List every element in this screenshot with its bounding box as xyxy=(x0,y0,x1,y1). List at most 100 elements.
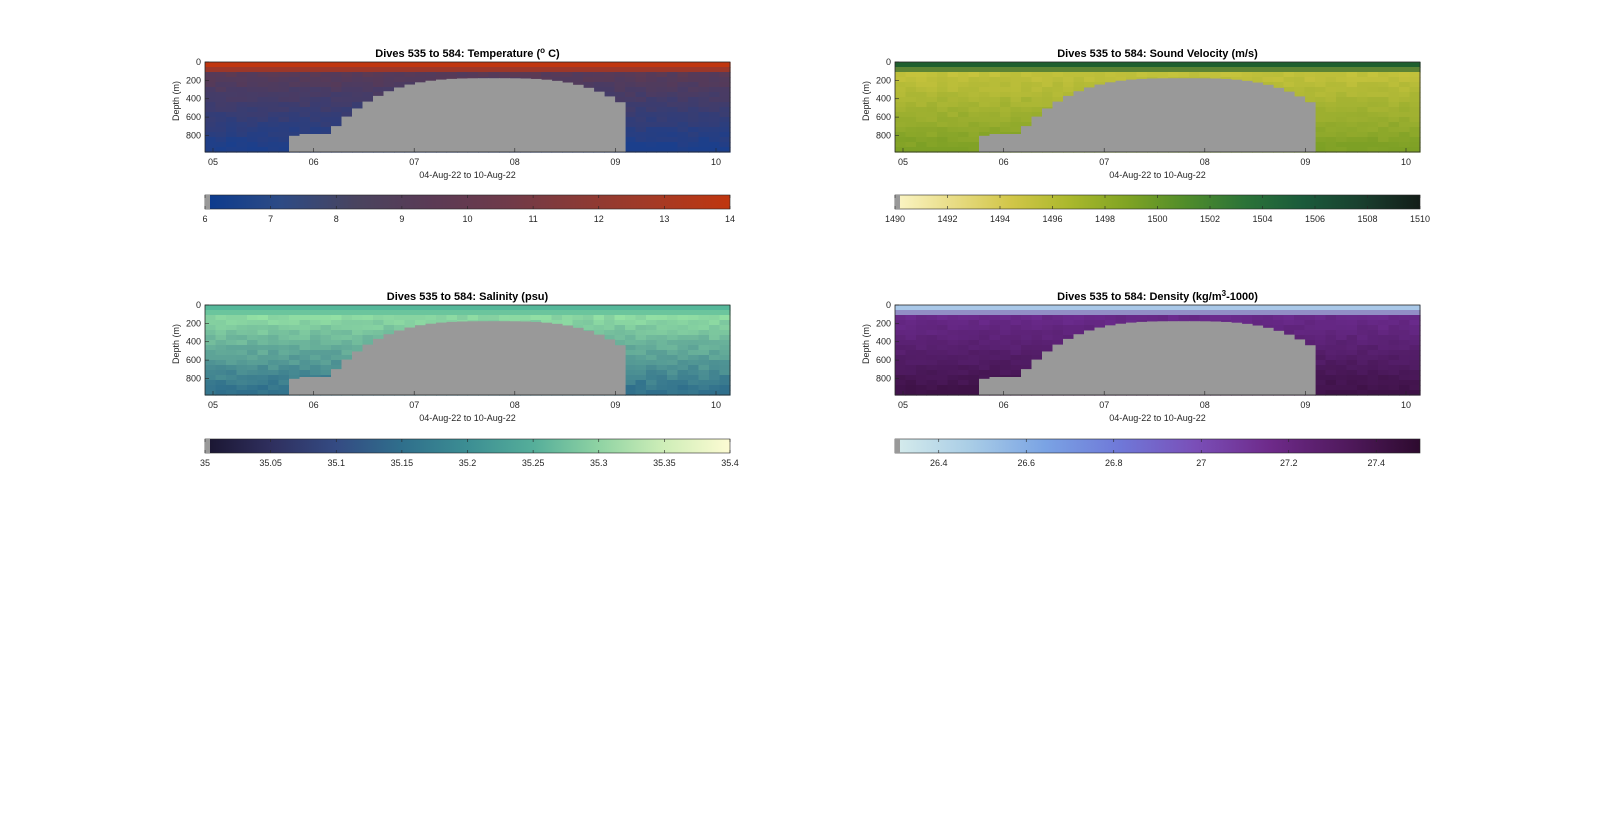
heatmap-cell xyxy=(1367,117,1379,123)
heatmap-cell xyxy=(916,72,928,78)
heatmap-cell xyxy=(446,72,458,78)
heatmap-cell xyxy=(958,97,970,103)
heatmap-cell xyxy=(937,87,949,93)
seafloor-block xyxy=(352,108,364,152)
heatmap-cell xyxy=(1084,82,1096,88)
heatmap-cell xyxy=(968,132,980,138)
heatmap-cell xyxy=(1231,310,1243,316)
heatmap-cell xyxy=(205,102,217,108)
heatmap-cell xyxy=(1021,325,1033,331)
heatmap-cell xyxy=(310,67,322,73)
heatmap-cell xyxy=(205,132,217,138)
heatmap-cell xyxy=(1325,380,1337,386)
heatmap-cell xyxy=(299,345,311,351)
heatmap-cell xyxy=(373,62,385,68)
heatmap-cell xyxy=(916,112,928,118)
heatmap-cell xyxy=(583,82,595,88)
heatmap-cell xyxy=(656,375,668,381)
heatmap-cell xyxy=(1147,310,1159,316)
heatmap-cell xyxy=(1126,305,1138,311)
heatmap-cell xyxy=(698,82,710,88)
heatmap-cell xyxy=(968,355,980,361)
heatmap-cell xyxy=(958,335,970,341)
heatmap-cell xyxy=(1262,62,1274,68)
heatmap-cell xyxy=(278,87,290,93)
heatmap-cell xyxy=(937,310,949,316)
heatmap-cell xyxy=(1294,72,1306,78)
heatmap-cell xyxy=(205,107,217,113)
heatmap-cell xyxy=(1021,340,1033,346)
heatmap-cell xyxy=(1304,305,1316,311)
heatmap-cell xyxy=(656,305,668,311)
heatmap-cell xyxy=(635,385,647,391)
chart-panel-3: Dives 535 to 584: Density (kg/m3-1000)02… xyxy=(861,289,1421,468)
heatmap-cell xyxy=(257,365,269,371)
heatmap-cell xyxy=(257,385,269,391)
heatmap-cell xyxy=(268,132,280,138)
heatmap-cell xyxy=(937,62,949,68)
y-tick-label: 200 xyxy=(876,318,891,328)
heatmap-cell xyxy=(688,355,700,361)
heatmap-cell xyxy=(1031,72,1043,78)
heatmap-cell xyxy=(656,92,668,98)
heatmap-cell xyxy=(226,117,238,123)
heatmap-cell xyxy=(1325,350,1337,356)
seafloor-block xyxy=(1105,82,1117,152)
heatmap-cell xyxy=(926,82,938,88)
heatmap-cell xyxy=(1399,350,1411,356)
heatmap-cell xyxy=(1357,310,1369,316)
heatmap-cell xyxy=(709,380,721,386)
heatmap-cell xyxy=(1042,310,1054,316)
heatmap-cell xyxy=(1189,310,1201,316)
heatmap-cell xyxy=(667,335,679,341)
heatmap-cell xyxy=(635,102,647,108)
heatmap-cell xyxy=(937,137,949,143)
heatmap-cell xyxy=(446,305,458,311)
heatmap-cell xyxy=(215,142,227,148)
heatmap-cell xyxy=(1367,390,1379,396)
heatmap-cell xyxy=(1346,107,1358,113)
heatmap-cell xyxy=(268,82,280,88)
heatmap-cell xyxy=(656,72,668,78)
heatmap-cell xyxy=(299,335,311,341)
heatmap-cell xyxy=(916,67,928,73)
heatmap-cell xyxy=(1325,360,1337,366)
heatmap-cell xyxy=(698,112,710,118)
heatmap-cell xyxy=(257,77,269,83)
heatmap-cell xyxy=(299,102,311,108)
heatmap-cell xyxy=(1367,330,1379,336)
heatmap-cell xyxy=(937,107,949,113)
y-tick-label: 600 xyxy=(186,112,201,122)
heatmap-cell xyxy=(635,67,647,73)
heatmap-cell xyxy=(268,142,280,148)
heatmap-cell xyxy=(947,92,959,98)
heatmap-cell xyxy=(215,147,227,153)
heatmap-cell xyxy=(926,360,938,366)
heatmap-cell xyxy=(299,122,311,128)
heatmap-cell xyxy=(236,107,248,113)
heatmap-cell xyxy=(709,62,721,68)
heatmap-cell xyxy=(583,62,595,68)
heatmap-cell xyxy=(1294,315,1306,321)
heatmap-cell xyxy=(635,370,647,376)
heatmap-cell xyxy=(1357,137,1369,143)
heatmap-cell xyxy=(1378,127,1390,133)
heatmap-cell xyxy=(1147,62,1159,68)
heatmap-cell xyxy=(1346,350,1358,356)
heatmap-cell xyxy=(247,330,259,336)
heatmap-cell xyxy=(698,315,710,321)
heatmap-cell xyxy=(551,62,563,68)
seafloor-block xyxy=(488,321,500,395)
heatmap-cell xyxy=(299,340,311,346)
heatmap-cell xyxy=(1378,122,1390,128)
y-tick-label: 800 xyxy=(186,130,201,140)
heatmap-cell xyxy=(916,137,928,143)
heatmap-cell xyxy=(1315,102,1327,108)
seafloor-block xyxy=(320,134,332,152)
heatmap-cell xyxy=(394,315,406,321)
heatmap-cell xyxy=(352,82,364,88)
heatmap-cell xyxy=(1336,345,1348,351)
heatmap-cell xyxy=(583,320,595,326)
heatmap-cell xyxy=(478,315,490,321)
heatmap-cell xyxy=(614,92,626,98)
